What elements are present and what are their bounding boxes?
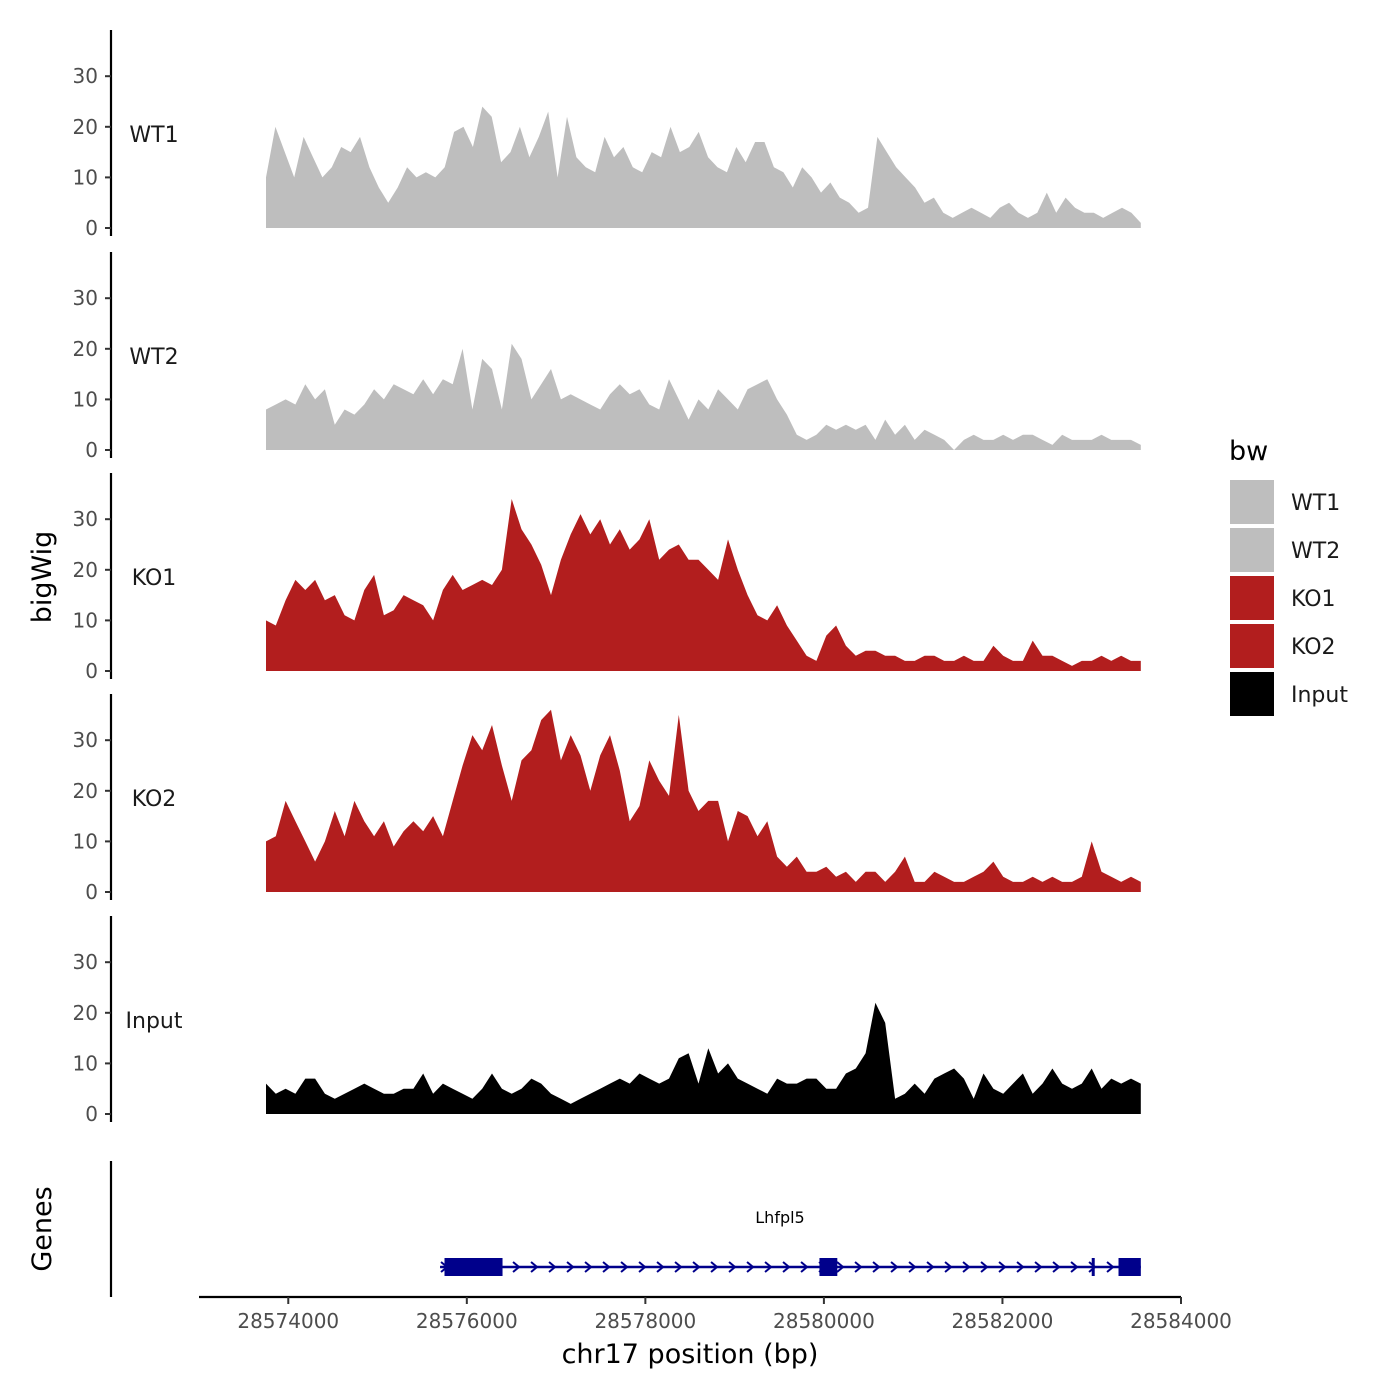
strand-arrow xyxy=(926,1261,935,1273)
strand-arrow xyxy=(854,1261,863,1273)
strand-arrow xyxy=(584,1261,593,1273)
strand-arrow xyxy=(908,1261,917,1273)
strand-arrow xyxy=(620,1261,629,1273)
strand-arrow xyxy=(944,1261,953,1273)
legend-swatch-wt2 xyxy=(1230,528,1274,572)
x-tick-label: 28582000 xyxy=(952,1309,1054,1333)
legend-swatch-ko2 xyxy=(1230,624,1274,668)
y-tick-label: 0 xyxy=(85,438,98,462)
legend-label-ko2: KO2 xyxy=(1291,635,1336,660)
legend-label-ko1: KO1 xyxy=(1291,587,1336,612)
strand-arrow xyxy=(674,1261,683,1273)
area-ko1 xyxy=(266,499,1141,671)
strand-arrow xyxy=(638,1261,647,1273)
x-tick-label: 28580000 xyxy=(773,1309,875,1333)
gene-exon xyxy=(1118,1258,1141,1276)
strand-arrow xyxy=(1088,1261,1097,1273)
track-label-ko1: KO1 xyxy=(132,566,177,591)
y-tick-label: 20 xyxy=(73,337,98,361)
track-input: 0 10 20 30 Input xyxy=(73,916,1141,1126)
strand-arrow xyxy=(980,1261,989,1273)
strand-arrow xyxy=(872,1261,881,1273)
legend-swatch-input xyxy=(1230,672,1274,716)
y-tick-label: 20 xyxy=(73,115,98,139)
y-tick-label: 10 xyxy=(73,1051,98,1075)
strand-arrow xyxy=(782,1261,791,1273)
y-tick-label: 10 xyxy=(73,829,98,853)
legend: WT1 WT2 KO1 KO2 Input xyxy=(1230,480,1348,716)
y-tick-label: 30 xyxy=(73,728,98,752)
y-tick-label: 20 xyxy=(73,558,98,582)
y-tick-label: 0 xyxy=(85,659,98,683)
strand-arrow xyxy=(836,1261,845,1273)
x-axis-title: chr17 position (bp) xyxy=(562,1339,819,1370)
strand-arrow xyxy=(710,1261,719,1273)
y-axis-title: bigWig xyxy=(27,531,58,624)
track-ko1: 0 10 20 30 KO1 xyxy=(73,473,1141,683)
strand-arrow xyxy=(566,1261,575,1273)
strand-arrow xyxy=(746,1261,755,1273)
strand-arrow xyxy=(656,1261,665,1273)
y-tick-label: 10 xyxy=(73,165,98,189)
y-tick-label: 30 xyxy=(73,64,98,88)
track-label-input: Input xyxy=(126,1009,183,1034)
strand-arrow xyxy=(728,1261,737,1273)
track-wt2: 0 10 20 30 WT2 xyxy=(73,252,1141,462)
strand-arrow xyxy=(602,1261,611,1273)
y-tick-label: 0 xyxy=(85,1102,98,1126)
area-wt1 xyxy=(266,106,1141,228)
x-tick-label: 28574000 xyxy=(237,1309,339,1333)
y-tick-label: 10 xyxy=(73,387,98,411)
strand-arrow xyxy=(962,1261,971,1273)
track-wt1: 0 10 20 30 WT1 xyxy=(73,30,1141,240)
gene-exon xyxy=(444,1258,503,1276)
strand-arrow xyxy=(764,1261,773,1273)
y-tick-label: 0 xyxy=(85,216,98,240)
y-tick-label: 30 xyxy=(73,507,98,531)
gene-exon xyxy=(819,1258,838,1276)
y-tick-label: 20 xyxy=(73,1001,98,1025)
legend-swatch-ko1 xyxy=(1230,576,1274,620)
strand-arrow xyxy=(998,1261,1007,1273)
x-axis-ticks: 28574000 28576000 28578000 28580000 28582000… xyxy=(237,1297,1232,1333)
legend-label-wt2: WT2 xyxy=(1291,539,1340,564)
y-tick-label: 20 xyxy=(73,779,98,803)
genes-track-title: Genes xyxy=(27,1186,58,1271)
x-tick-label: 28584000 xyxy=(1130,1309,1232,1333)
x-tick-label: 28578000 xyxy=(594,1309,696,1333)
y-tick-label: 0 xyxy=(85,880,98,904)
legend-swatch-wt1 xyxy=(1230,480,1274,524)
area-wt2 xyxy=(266,343,1141,450)
strand-arrow xyxy=(692,1261,701,1273)
legend-title: bw xyxy=(1229,436,1268,467)
track-label-wt1: WT1 xyxy=(129,123,178,148)
track-label-wt2: WT2 xyxy=(129,345,178,370)
legend-label-wt1: WT1 xyxy=(1291,491,1340,516)
legend-label-input: Input xyxy=(1291,683,1348,708)
track-ko2: 0 10 20 30 KO2 xyxy=(73,694,1141,904)
gene-model xyxy=(440,1258,1141,1276)
gene-label: Lhfpl5 xyxy=(755,1208,804,1227)
y-tick-label: 10 xyxy=(73,608,98,632)
strand-arrow xyxy=(512,1261,521,1273)
strand-arrow xyxy=(1106,1261,1115,1273)
area-input xyxy=(266,1002,1141,1114)
strand-arrow xyxy=(530,1261,539,1273)
area-ko2 xyxy=(266,709,1141,892)
strand-arrow xyxy=(548,1261,557,1273)
strand-arrow xyxy=(1016,1261,1025,1273)
strand-arrow xyxy=(800,1261,809,1273)
track-label-ko2: KO2 xyxy=(132,787,177,812)
gene-exon xyxy=(1091,1258,1095,1276)
bigwig-tracks: 0 10 20 30 WT1 0 10 20 30 WT2 0 10 20 30 KO1 0 10 20 30 KO2… xyxy=(73,30,1141,1126)
strand-arrow xyxy=(1070,1261,1079,1273)
x-tick-label: 28576000 xyxy=(416,1309,518,1333)
y-tick-label: 30 xyxy=(73,950,98,974)
strand-arrow xyxy=(1034,1261,1043,1273)
strand-arrow xyxy=(890,1261,899,1273)
y-tick-label: 30 xyxy=(73,286,98,310)
strand-arrow xyxy=(1052,1261,1061,1273)
